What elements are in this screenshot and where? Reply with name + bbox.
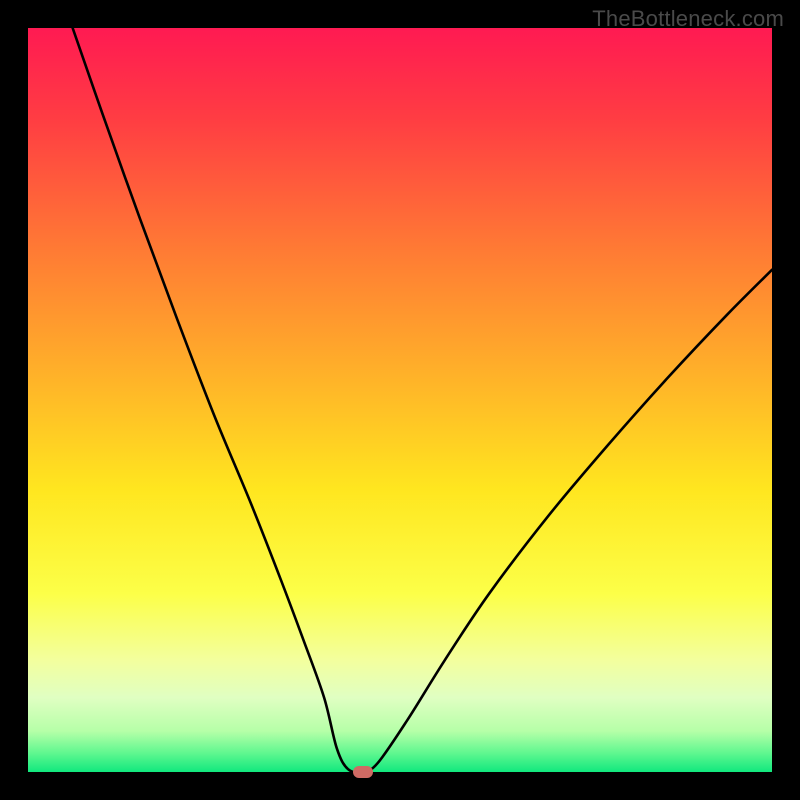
minimum-marker (353, 766, 373, 778)
chart-frame: TheBottleneck.com (0, 0, 800, 800)
chart-svg (28, 28, 772, 772)
plot-area (28, 28, 772, 772)
watermark-text: TheBottleneck.com (592, 6, 784, 32)
gradient-background (28, 28, 772, 772)
